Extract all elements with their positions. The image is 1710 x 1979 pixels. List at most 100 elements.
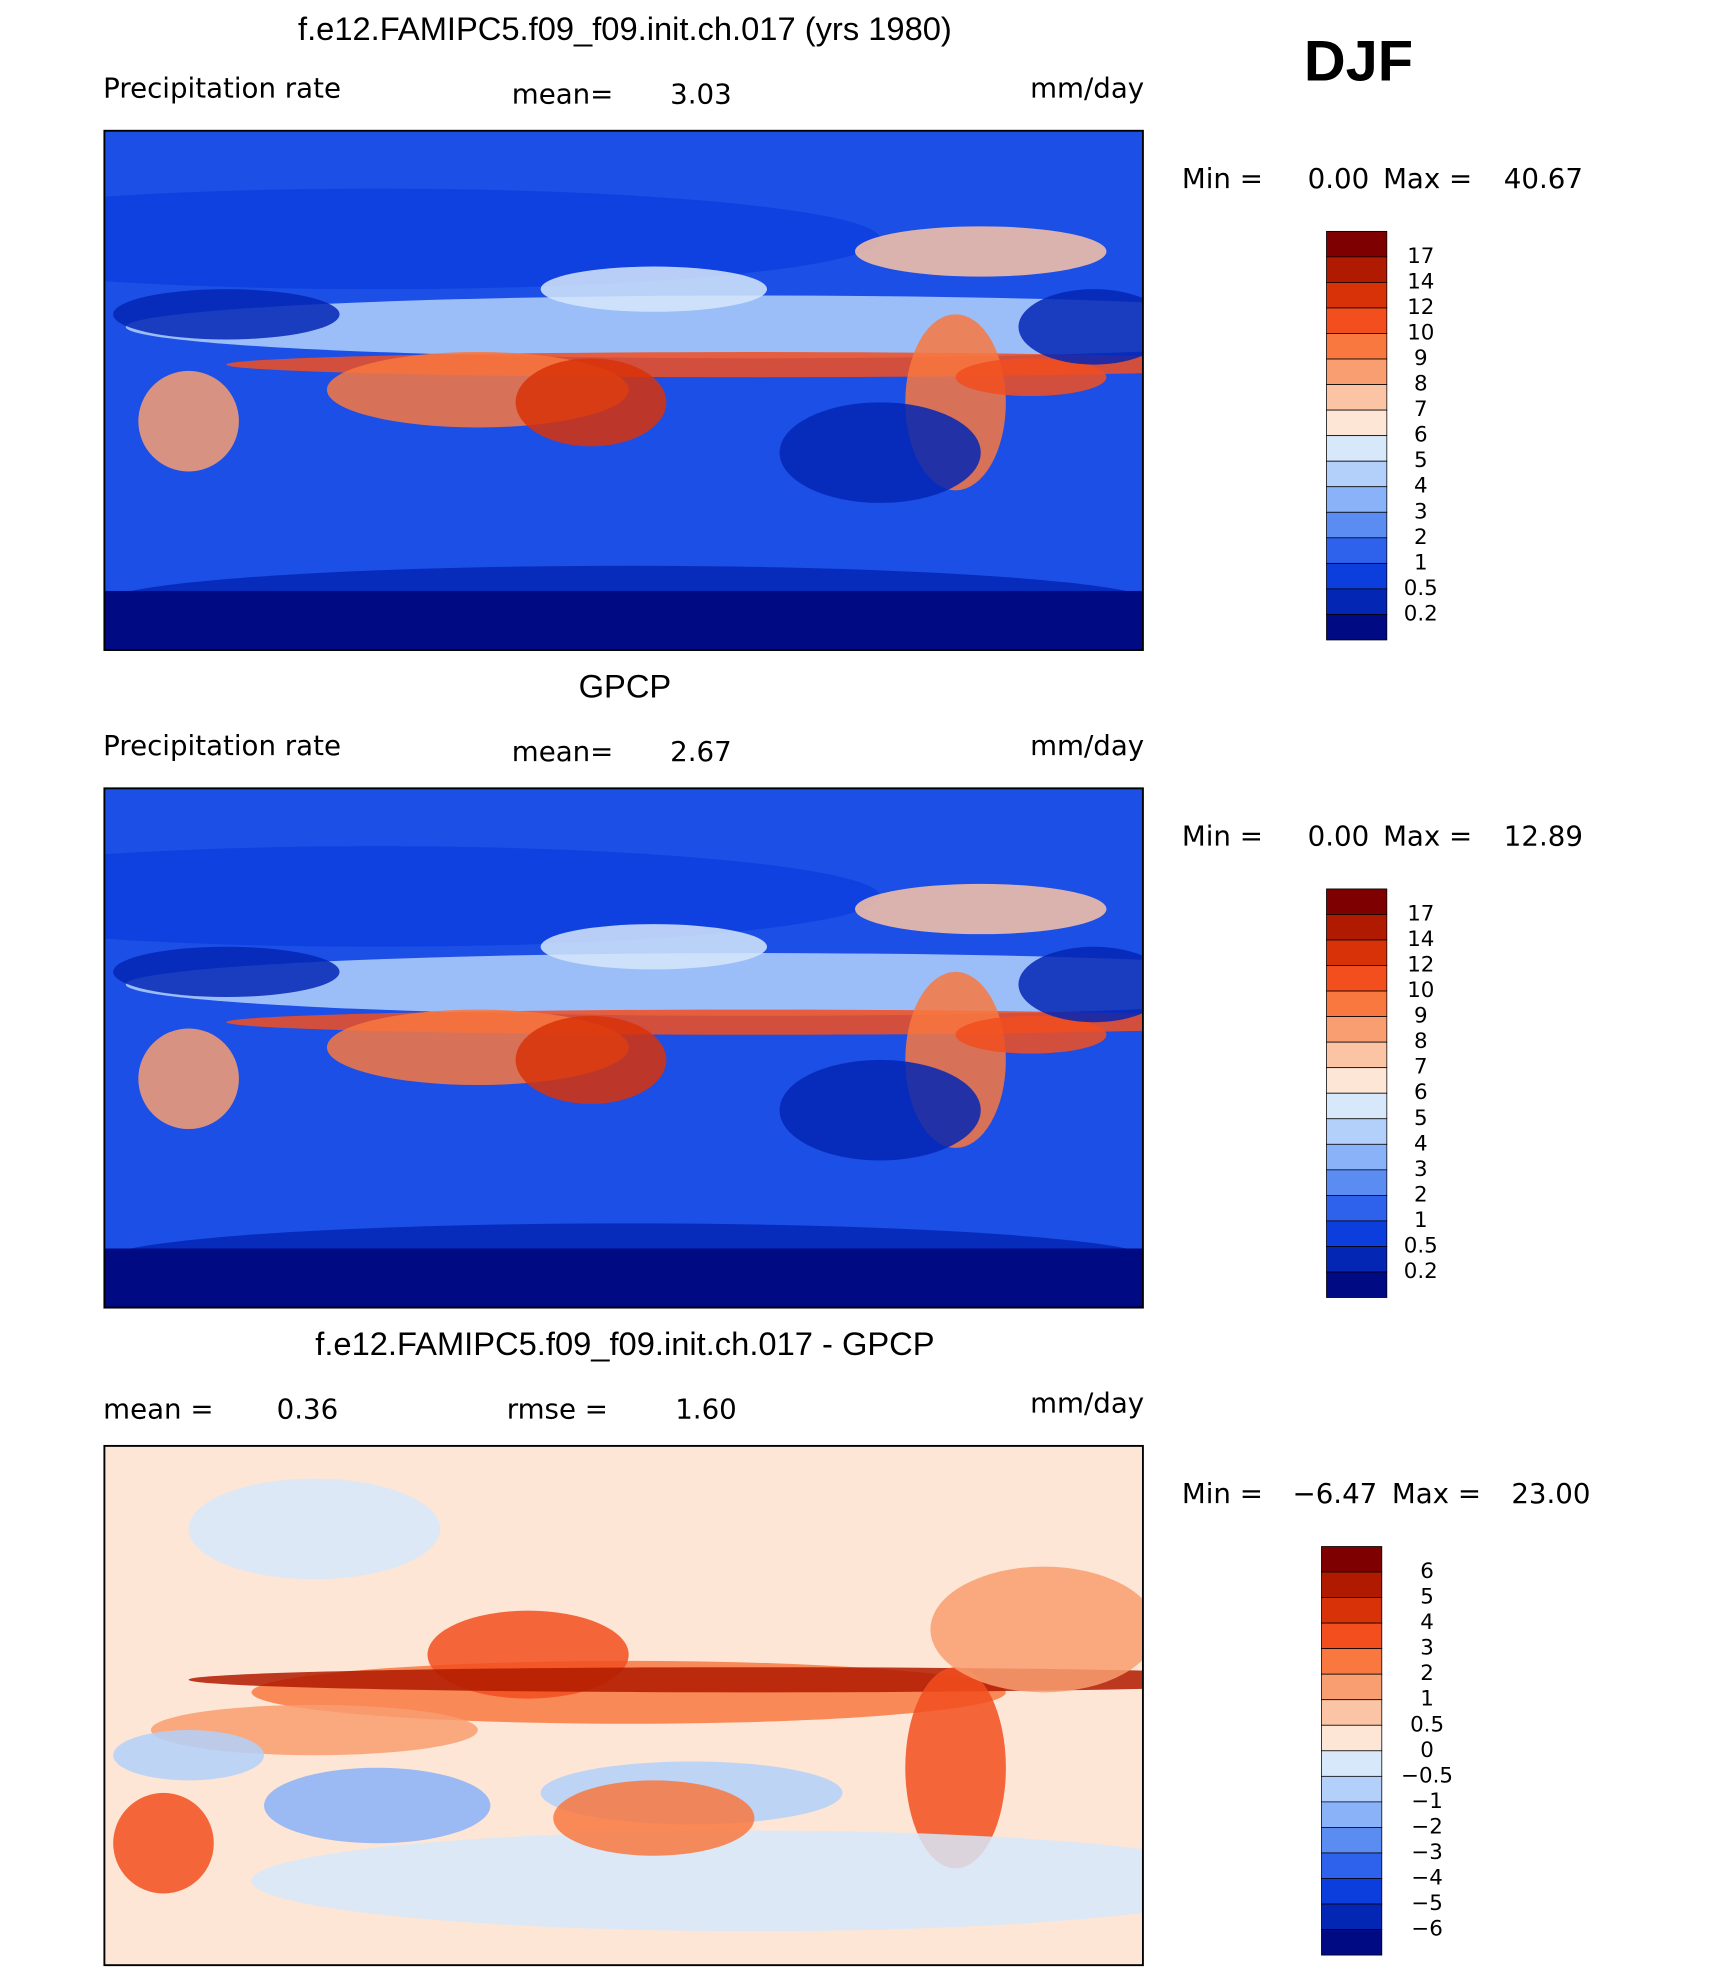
map-blob [553,1780,755,1856]
colorbar-label: 9 [1414,346,1428,371]
colorbar-box [1326,562,1388,590]
colorbar-box [1321,1622,1383,1650]
map-blob [251,1830,1143,1932]
map-frame [103,1444,1144,1967]
colorbar-label: 2 [1414,1182,1428,1207]
stat-label: rmse = [507,1393,608,1426]
colorbar-box [1326,1195,1388,1222]
units-label: mm/day [1030,1386,1144,1419]
field-label: Precipitation rate [103,729,341,762]
map-blob [540,924,767,970]
colorbar-box [1326,1067,1388,1094]
colorbar-label: 0.2 [1404,601,1438,626]
map-blob [855,226,1107,277]
colorbar-box [1326,1246,1388,1273]
map-blob [188,1478,441,1580]
colorbar-box [1326,1143,1388,1171]
map-blob [113,946,340,998]
stat-label: mean= [512,735,614,768]
colorbar-label: 6 [1414,1080,1428,1105]
colorbar-label: −3 [1411,1840,1443,1865]
colorbar-box [1326,333,1388,360]
units-label: mm/day [1030,729,1144,762]
colorbar-box [1326,537,1388,564]
map-blob [955,358,1107,397]
polar-band [104,1248,1143,1308]
map-frame [103,129,1144,651]
colorbar-box [1321,1929,1383,1956]
map-blob [779,402,981,503]
map-blob [138,370,239,472]
colorbar-label: 4 [1420,1610,1434,1635]
map-blob [104,846,880,947]
colorbar-label: 2 [1420,1661,1434,1686]
colorbar-label: 10 [1407,978,1434,1003]
colorbar-box [1326,282,1388,309]
colorbar-label: 14 [1407,927,1434,952]
map-blob [905,1667,1006,1869]
stat-value: 3.03 [670,78,732,111]
colorbar-box [1321,1699,1383,1726]
colorbar-label: −6 [1411,1917,1443,1942]
season-label: DJF [1304,30,1413,94]
map-blob [515,1015,667,1104]
colorbar-label: 8 [1414,372,1428,397]
colorbar-label: 1 [1420,1687,1434,1712]
colorbar-box [1326,358,1388,385]
max-value: 40.67 [1504,162,1583,195]
map-blob [113,1730,265,1781]
colorbar-label: 5 [1414,448,1428,473]
stat-value: 1.60 [675,1393,737,1426]
colorbar-label: 14 [1407,269,1434,294]
colorbar-label: 4 [1414,1131,1428,1156]
colorbar-label: 0.5 [1404,1233,1438,1258]
min-value: 0.00 [1308,819,1370,852]
colorbar-box [1326,1016,1388,1043]
colorbar-box [1321,1801,1383,1828]
map-field [104,1445,1143,1966]
colorbar-label: 0.5 [1410,1712,1444,1737]
colorbar-label: 10 [1407,321,1434,346]
colorbar-box [1326,307,1388,334]
colorbar-box [1326,230,1388,258]
colorbar-box [1321,1852,1383,1879]
min-value: 0.00 [1308,162,1370,195]
map-blob [1018,946,1143,1023]
min-label: Min = [1182,1477,1263,1510]
max-value: 23.00 [1511,1477,1590,1510]
max-label: Max = [1383,819,1472,852]
colorbar-box [1321,1648,1383,1675]
stat-value: 0.36 [277,1393,339,1426]
colorbar-box [1321,1878,1383,1905]
colorbar-label: 8 [1414,1029,1428,1054]
colorbar-box [1326,1169,1388,1196]
map [103,787,1144,1309]
colorbar-label: 12 [1407,953,1434,978]
colorbar-label: 17 [1407,901,1434,926]
colorbar-box [1326,1271,1388,1298]
max-label: Max = [1383,162,1472,195]
stat-value: 2.67 [670,735,732,768]
colorbar-label: 6 [1420,1559,1434,1584]
colorbar-label: 7 [1414,397,1428,422]
map-blob [930,1566,1143,1693]
colorbar-box [1326,511,1388,539]
map-blob [515,358,667,447]
colorbar-label: 1 [1414,550,1428,575]
colorbar-label: −5 [1411,1891,1443,1916]
units-label: mm/day [1030,71,1144,104]
colorbar-box [1321,1597,1383,1624]
colorbar-box [1321,1827,1383,1854]
colorbar-box [1321,1673,1383,1701]
colorbar-box [1326,965,1388,992]
map-blob [104,188,880,290]
colorbar-box [1326,460,1388,488]
map-blob [264,1767,491,1844]
colorbar-label: 3 [1414,499,1428,524]
map-blob [779,1059,981,1161]
colorbar-box [1326,614,1388,641]
colorbar-label: 4 [1414,474,1428,499]
colorbar-box [1321,1546,1383,1573]
colorbar-box [1321,1571,1383,1598]
